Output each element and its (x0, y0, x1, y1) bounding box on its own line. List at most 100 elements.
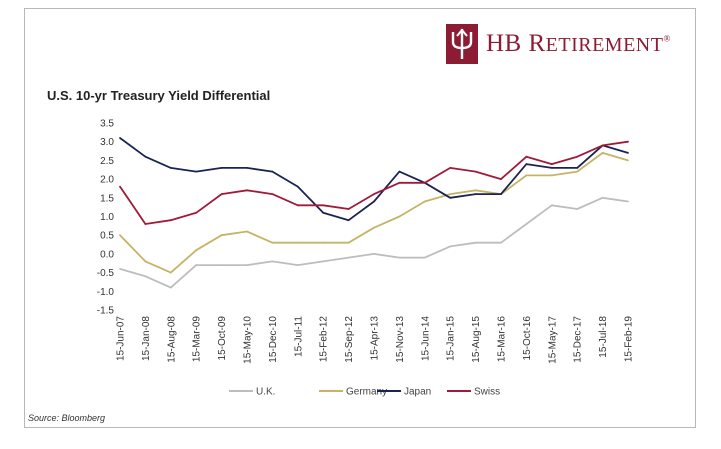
series-line-japan (119, 137, 629, 222)
data-point (144, 275, 147, 278)
data-point (550, 167, 553, 169)
data-point (627, 200, 629, 203)
data-point (601, 144, 604, 147)
data-point (220, 234, 223, 237)
data-point (246, 230, 248, 233)
data-point (144, 223, 147, 225)
data-point (195, 249, 198, 252)
x-tick-label: 15-Feb-12 (319, 316, 330, 363)
data-point (601, 196, 604, 199)
data-point (347, 241, 350, 244)
x-tick-label: 15-Jun-07 (116, 316, 127, 361)
y-tick-label: -1.5 (97, 306, 115, 317)
data-point (119, 185, 121, 188)
chart-frame (24, 8, 696, 428)
data-point (296, 204, 299, 207)
y-tick-label: -1.0 (97, 287, 115, 298)
data-point (601, 152, 604, 154)
y-tick-label: -0.5 (97, 268, 115, 279)
data-point (144, 155, 147, 158)
data-point (500, 193, 502, 196)
x-tick-label: 15-Oct-16 (522, 316, 533, 361)
data-point (627, 152, 629, 154)
data-point (169, 286, 172, 289)
data-point (550, 174, 553, 177)
data-point (398, 170, 401, 173)
data-point (296, 241, 299, 244)
data-point (322, 211, 325, 214)
x-tick-label: 15-Dec-17 (573, 316, 584, 363)
legend: U.K. Germany Japan Swiss (229, 387, 500, 398)
series-line-u-k (119, 196, 629, 289)
data-point (525, 223, 528, 225)
data-point (220, 193, 223, 196)
data-point (169, 167, 172, 169)
data-point (449, 245, 452, 248)
legend-label: Japan (404, 387, 431, 398)
data-point (500, 241, 502, 244)
brand-name-main: HB R (486, 30, 546, 57)
data-point (296, 185, 299, 188)
y-tick-label: 1.5 (100, 193, 114, 204)
y-tick-label: 0.0 (100, 249, 114, 260)
x-tick-label: 15-Mar-16 (497, 316, 508, 363)
data-point (525, 163, 528, 166)
x-tick-label: 15-Feb-19 (624, 316, 635, 363)
data-point (271, 260, 274, 263)
data-point (246, 264, 248, 266)
data-point (271, 193, 274, 196)
x-tick-label: 15-Aug-15 (471, 316, 482, 363)
data-point (271, 170, 274, 173)
legend-label: Germany (346, 387, 387, 398)
trident-logo-icon (446, 24, 478, 64)
data-point (398, 215, 401, 218)
data-point (347, 256, 350, 259)
data-point (474, 170, 477, 173)
data-point (373, 193, 375, 196)
x-tick-label: 15-Mar-09 (192, 316, 203, 363)
x-tick-label: 15-Dec-10 (268, 316, 279, 363)
x-tick-label: 15-May-10 (243, 316, 254, 364)
x-tick-label: 15-Nov-13 (395, 316, 406, 363)
x-tick-label: 15-Apr-13 (370, 316, 381, 361)
data-point (119, 137, 121, 139)
data-point (144, 260, 147, 263)
data-point (576, 167, 579, 169)
chart-title: U.S. 10-yr Treasury Yield Differential (47, 88, 271, 103)
data-point (246, 189, 248, 192)
data-point (423, 181, 426, 184)
y-tick-label: 2.5 (100, 156, 114, 167)
data-point (373, 253, 375, 255)
data-point (398, 181, 401, 184)
data-point (373, 200, 375, 203)
legend-label: Swiss (474, 387, 500, 398)
data-point (322, 241, 325, 244)
data-point (474, 241, 477, 244)
data-point (373, 226, 375, 229)
series-line-swiss (119, 140, 629, 225)
y-tick-label: 3.0 (100, 137, 114, 148)
x-tick-label: 15-Oct-09 (217, 316, 228, 361)
source-note: Source: Bloomberg (28, 413, 106, 423)
data-point (525, 174, 528, 177)
data-point (169, 271, 172, 274)
data-point (119, 268, 121, 270)
data-point (423, 200, 426, 203)
x-tick-label: 15-Jul-11 (293, 316, 304, 357)
data-point (576, 208, 579, 210)
series-lines (119, 137, 629, 289)
data-point (449, 193, 452, 196)
data-point (423, 256, 426, 259)
data-point (347, 219, 350, 222)
x-tick-label: 15-Jan-08 (141, 316, 152, 361)
data-point (322, 204, 325, 207)
data-point (119, 234, 121, 237)
x-tick-label: 15-Jun-14 (420, 316, 431, 361)
x-tick-label: 15-Sep-12 (344, 316, 355, 363)
data-point (576, 170, 579, 173)
x-tick-label: 15-May-17 (547, 316, 558, 364)
data-point (220, 167, 223, 169)
data-point (550, 163, 553, 166)
data-point (449, 196, 452, 199)
